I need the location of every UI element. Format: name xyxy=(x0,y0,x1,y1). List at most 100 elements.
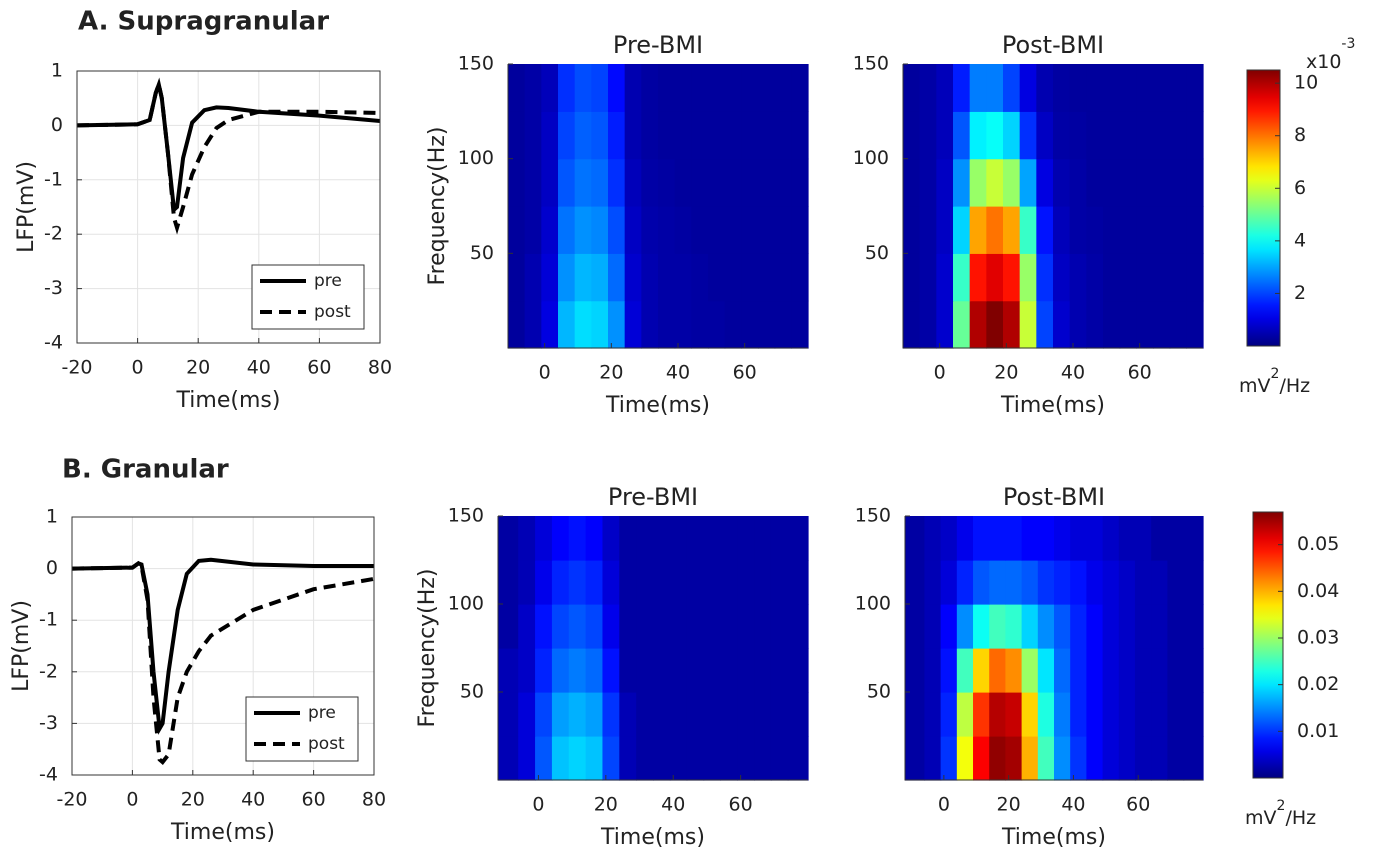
panel: 0 20 40 60 50 100 150 Pre-BMI Time(ms) Frequency(… xyxy=(425,31,809,418)
heat-cell xyxy=(1005,736,1023,781)
heat-cell xyxy=(708,253,726,302)
heat-cell xyxy=(924,604,942,649)
y-tick-label: 50 xyxy=(460,681,484,703)
heat-cell xyxy=(720,516,738,561)
heat-cell xyxy=(1103,158,1121,207)
heat-cell xyxy=(641,300,659,349)
y-tick-label: 150 xyxy=(853,53,889,75)
heat-cell xyxy=(1086,648,1104,693)
heat-cell xyxy=(720,604,738,649)
heat-cell xyxy=(924,560,942,605)
heat-cell xyxy=(1003,300,1021,349)
heat-cell xyxy=(691,206,709,254)
legend-label: post xyxy=(308,734,345,754)
heat-cell xyxy=(568,736,587,781)
heat-cell xyxy=(1134,692,1152,737)
heat-cell xyxy=(1153,300,1171,349)
heat-cell xyxy=(1037,560,1055,605)
label-rest: /Hz xyxy=(1285,807,1316,829)
heat-cell xyxy=(653,736,671,781)
heat-cell xyxy=(636,516,654,561)
heat-cell xyxy=(1183,648,1204,693)
y-tick-label: 0 xyxy=(46,557,58,579)
y-tick-label: -1 xyxy=(44,168,63,190)
heat-cell xyxy=(658,300,676,349)
heat-cell xyxy=(641,253,659,302)
heat-cell xyxy=(551,692,570,737)
heat-cell xyxy=(558,206,576,254)
line-series xyxy=(71,560,375,765)
heat-cell xyxy=(1186,300,1204,349)
heat-cell xyxy=(989,692,1007,737)
heat-cell xyxy=(1134,560,1152,605)
heat-cell xyxy=(703,692,721,737)
heat-cell xyxy=(619,648,637,693)
heat-cell xyxy=(636,692,654,737)
heat-cell xyxy=(524,64,542,112)
heat-cell xyxy=(658,158,676,207)
heat-cell xyxy=(770,516,789,561)
line-series xyxy=(76,77,381,235)
heat-cell xyxy=(1086,560,1104,605)
x-tick-label: 60 xyxy=(1128,362,1152,384)
heat-cell xyxy=(641,206,659,254)
heat-cell xyxy=(1118,516,1136,561)
x-tick-label: 80 xyxy=(368,357,392,379)
heat-cell xyxy=(498,648,519,693)
heat-cell xyxy=(903,206,921,254)
heat-cell xyxy=(720,692,738,737)
heat-cell xyxy=(1019,111,1037,160)
heat-cell xyxy=(953,253,971,302)
colorbar-exponent: x10-3 xyxy=(1306,36,1355,73)
heat-cell xyxy=(518,648,536,693)
x-axis-label: Time(ms) xyxy=(1001,825,1106,850)
x-tick-label: 20 xyxy=(994,362,1018,384)
heat-cell xyxy=(636,560,654,605)
heat-cell xyxy=(1183,692,1204,737)
heat-cell xyxy=(541,158,559,207)
heat-cell xyxy=(787,516,809,561)
heat-cell xyxy=(1151,560,1168,605)
heat-cell xyxy=(1119,64,1137,112)
heat-cell xyxy=(535,604,553,649)
heat-cell xyxy=(602,648,620,693)
heat-cell xyxy=(1003,64,1021,112)
heat-cell xyxy=(541,300,559,349)
x-tick-label: 20 xyxy=(594,794,618,816)
heat-cell xyxy=(568,604,587,649)
heat-cell xyxy=(624,158,642,207)
heat-cell xyxy=(940,736,958,781)
heat-cell xyxy=(724,300,742,349)
y-tick-label: -2 xyxy=(39,660,58,682)
heat-cell xyxy=(791,111,809,160)
colorbar xyxy=(1246,69,1281,347)
heat-cell xyxy=(1151,516,1168,561)
colorbar xyxy=(1252,511,1284,779)
heat-cell xyxy=(535,648,553,693)
heat-cell xyxy=(1102,516,1120,561)
heat-cell xyxy=(905,604,926,649)
label-rest: /Hz xyxy=(1279,375,1310,397)
heat-cell xyxy=(1037,516,1055,561)
heat-cell xyxy=(973,516,990,561)
colorbar-tick-label: 0.01 xyxy=(1297,720,1339,742)
heat-cell xyxy=(1070,648,1087,693)
heat-cell xyxy=(986,158,1004,207)
heat-cell xyxy=(686,560,705,605)
heat-cell xyxy=(1183,736,1204,781)
heat-cell xyxy=(919,111,937,160)
heat-cell xyxy=(1019,253,1037,302)
heat-cell xyxy=(1036,64,1054,112)
heat-cell xyxy=(551,516,570,561)
heat-cell xyxy=(1153,158,1171,207)
heat-cell xyxy=(535,560,553,605)
y-tick-label: -3 xyxy=(39,712,58,734)
heat-cell xyxy=(770,604,789,649)
heat-cell xyxy=(558,111,576,160)
panel: 0 20 40 60 50 100 150 Post-BMI 0.01 0.02 0.03 0.04 0… xyxy=(855,483,1340,850)
heat-cell xyxy=(653,604,671,649)
heat-cell xyxy=(1134,736,1152,781)
heat-cell xyxy=(1134,604,1152,649)
heat-cell xyxy=(1070,736,1087,781)
